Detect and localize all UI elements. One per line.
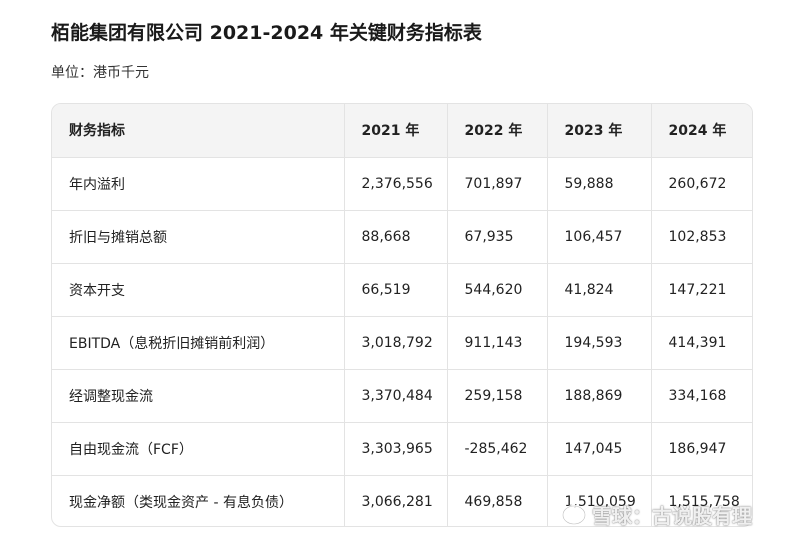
value-cell: 2,376,556 [344, 157, 448, 211]
value-cell: 544,620 [447, 263, 548, 317]
column-header: 2021 年 [344, 104, 448, 158]
value-cell: 106,457 [547, 210, 652, 264]
indicator-name-cell: 资本开支 [52, 263, 345, 317]
indicator-name-cell: EBITDA（息税折旧摊销前利润） [52, 316, 345, 370]
indicator-name-cell: 折旧与摊销总额 [52, 210, 345, 264]
value-cell: 1,515,758 [668, 493, 740, 510]
indicator-name-cell: 现金净额（类现金资产 - 有息负债） [52, 475, 345, 526]
indicator-name-cell: 自由现金流（FCF） [52, 422, 345, 476]
indicator-name-cell: 经调整现金流 [52, 369, 345, 423]
value-cell: 3,370,484 [344, 369, 448, 423]
column-header: 财务指标 [52, 104, 345, 158]
column-header: 2023 年 [547, 104, 652, 158]
table-row: 年内溢利 2,376,556 701,897 59,888 260,672 [52, 157, 752, 211]
value-cell: 3,018,792 [344, 316, 448, 370]
value-cell: 67,935 [447, 210, 548, 264]
value-cell: 188,869 [547, 369, 652, 423]
value-cell: 102,853 [651, 210, 752, 264]
table-row: 现金净额（类现金资产 - 有息负债） 3,066,281 469,858 1,5… [52, 475, 752, 526]
value-cell: 3,303,965 [344, 422, 448, 476]
value-cell: 59,888 [547, 157, 652, 211]
value-cell: 414,391 [651, 316, 752, 370]
column-header: 2022 年 [447, 104, 548, 158]
table-row: 经调整现金流 3,370,484 259,158 188,869 334,168 [52, 369, 752, 423]
value-cell: 66,519 [344, 263, 448, 317]
indicator-name-cell: 年内溢利 [52, 157, 345, 211]
snowball-logo-icon [561, 504, 587, 525]
value-cell: -285,462 [447, 422, 548, 476]
value-cell: 259,158 [447, 369, 548, 423]
value-cell: 260,672 [651, 157, 752, 211]
watermark: 雪球：古说股有理 [561, 500, 752, 529]
value-cell: 186,947 [651, 422, 752, 476]
table-header-row: 财务指标 2021 年 2022 年 2023 年 2024 年 [52, 104, 752, 158]
table-row: 资本开支 66,519 544,620 41,824 147,221 [52, 263, 752, 317]
column-header: 2024 年 [651, 104, 752, 158]
table-row: EBITDA（息税折旧摊销前利润） 3,018,792 911,143 194,… [52, 316, 752, 370]
value-cell: 88,668 [344, 210, 448, 264]
value-cell: 334,168 [651, 369, 752, 423]
value-cell: 701,897 [447, 157, 548, 211]
value-cell: 911,143 [447, 316, 548, 370]
watermark-text: 雪球：古说股有理 [592, 504, 752, 528]
value-cell: 41,824 [547, 263, 652, 317]
value-cell: 147,045 [547, 422, 652, 476]
financial-indicators-table: 财务指标 2021 年 2022 年 2023 年 2024 年 年内溢利 2,… [51, 103, 753, 527]
table-row: 自由现金流（FCF） 3,303,965 -285,462 147,045 18… [52, 422, 752, 476]
table-row: 折旧与摊销总额 88,668 67,935 106,457 102,853 [52, 210, 752, 264]
unit-label: 单位：港币千元 [51, 65, 149, 81]
value-cell: 194,593 [547, 316, 652, 370]
value-cell: 3,066,281 [344, 475, 448, 526]
value-cell: 469,858 [447, 475, 548, 526]
value-cell: 147,221 [651, 263, 752, 317]
document-title: 栢能集团有限公司 2021-2024 年关键财务指标表 [51, 22, 482, 44]
